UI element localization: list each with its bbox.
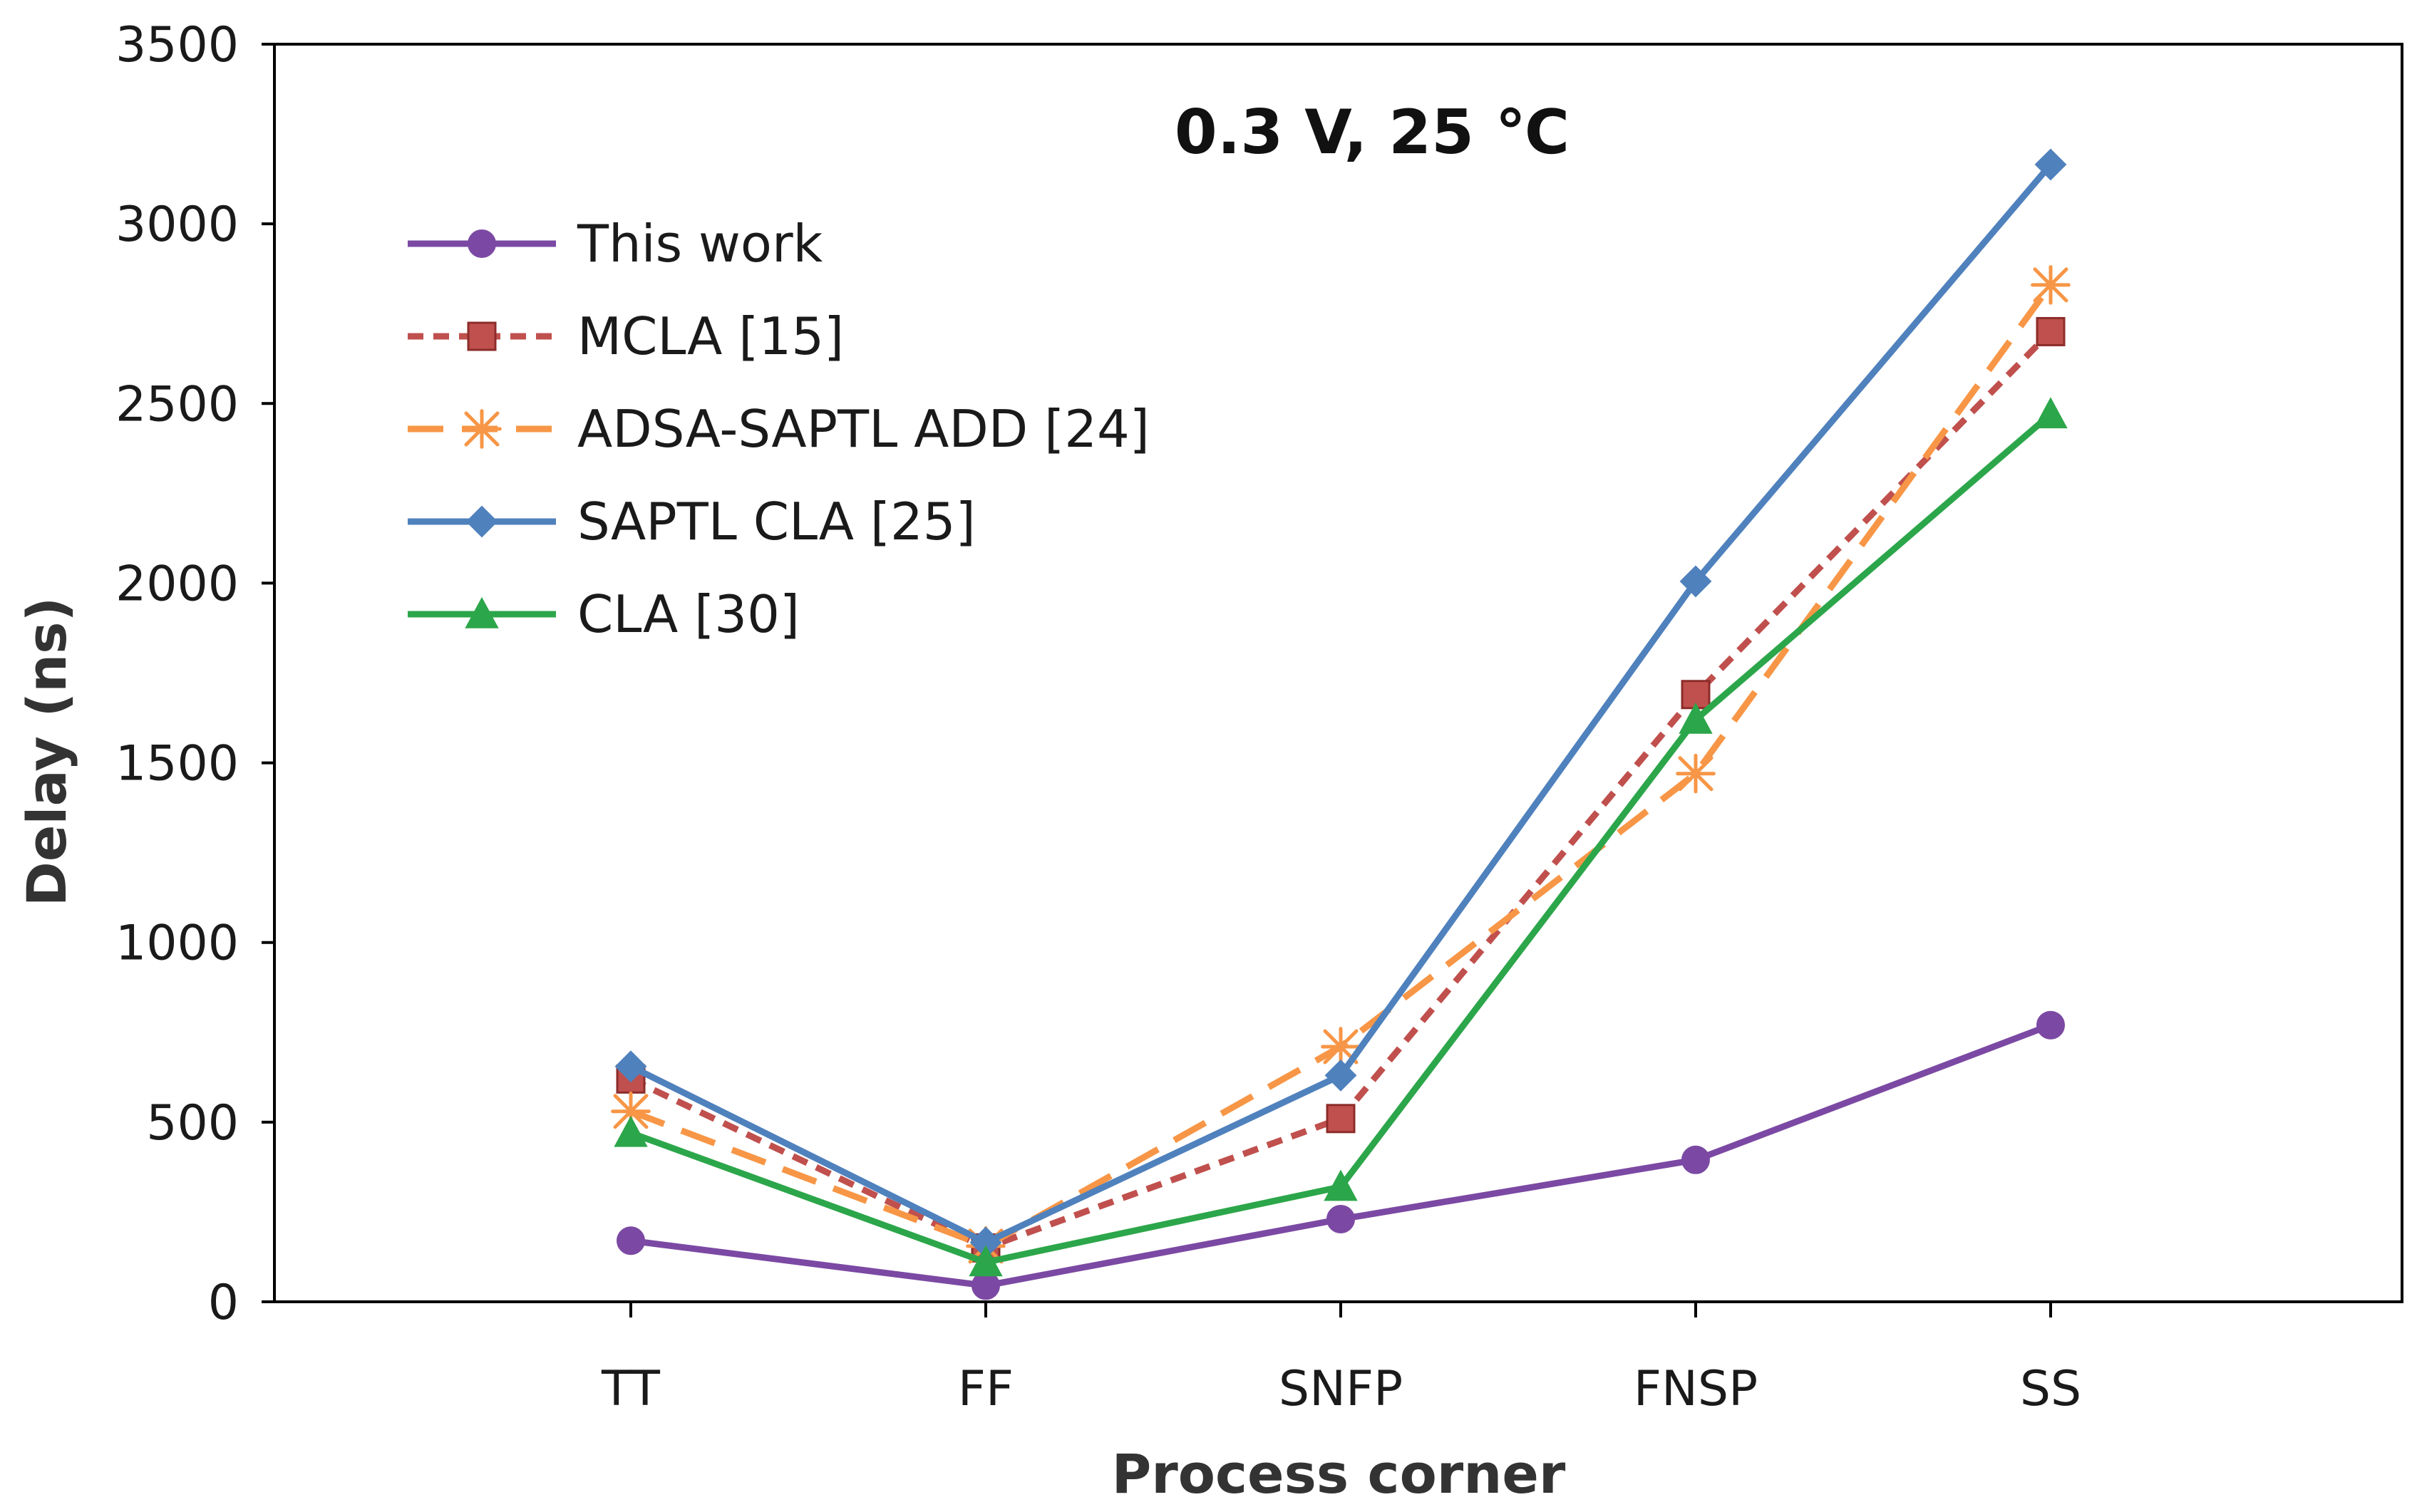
legend-item: CLA [30] <box>408 584 800 644</box>
x-tick-label: SS <box>2020 1361 2081 1417</box>
y-tick-label: 500 <box>146 1095 239 1151</box>
data-point-marker <box>2031 265 2071 305</box>
x-tick-label: FNSP <box>1634 1361 1758 1417</box>
series-this-work <box>617 1010 2065 1300</box>
series-saptl-cla-25 <box>614 148 2067 1259</box>
data-point-marker <box>611 1091 651 1132</box>
series-layer <box>611 148 2071 1300</box>
series-cla-30 <box>614 397 2068 1277</box>
data-point-marker <box>2036 316 2066 346</box>
legend-marker <box>465 596 499 628</box>
legend: This work MCLA [15] ADSA-SAPTL ADD [24] SAP… <box>408 214 1150 644</box>
legend-label: ADSA-SAPTL ADD [24] <box>577 399 1150 459</box>
data-point-marker <box>1326 1104 1356 1134</box>
plot-area-frame <box>273 43 2403 1303</box>
y-tick-label: 2500 <box>115 376 239 433</box>
legend-item: SAPTL CLA [25] <box>408 492 976 552</box>
data-point-marker <box>1679 702 1713 734</box>
y-tick-label: 1500 <box>115 736 239 792</box>
y-axis-ticks: 0 500 1000 1500 2000 2500 3000 3500 <box>115 17 274 1331</box>
x-tick-label: TT <box>601 1361 660 1417</box>
x-axis-title: Process corner <box>1112 1442 1566 1506</box>
legend-marker <box>468 229 496 258</box>
legend-marker <box>462 409 502 449</box>
legend-label: SAPTL CLA [25] <box>577 492 976 552</box>
legend-item: ADSA-SAPTL ADD [24] <box>408 399 1150 459</box>
legend-label: MCLA [15] <box>577 306 844 366</box>
data-point-marker <box>614 1115 648 1147</box>
x-axis-ticks: TT FF SNFP FNSP SS <box>601 1302 2081 1417</box>
data-point-marker <box>1324 1169 1358 1201</box>
y-tick-label: 0 <box>208 1275 239 1331</box>
y-tick-label: 3500 <box>115 17 239 73</box>
data-point-marker <box>969 1245 1003 1277</box>
y-axis-title: Delay (ns) <box>15 597 78 906</box>
data-point-marker <box>2034 397 2068 429</box>
chart-title: 0.3 V, 25 ℃ <box>1175 97 1570 168</box>
y-tick-label: 1000 <box>115 916 239 972</box>
legend-marker <box>465 505 498 538</box>
data-point-marker <box>1681 1145 1710 1174</box>
legend-item: MCLA [15] <box>408 306 844 366</box>
legend-item: This work <box>408 214 823 274</box>
y-tick-label: 3000 <box>115 197 239 253</box>
x-tick-label: FF <box>958 1361 1014 1417</box>
data-point-marker <box>1326 1205 1355 1234</box>
legend-label: CLA [30] <box>577 584 800 644</box>
x-tick-label: SNFP <box>1279 1361 1403 1417</box>
data-point-marker <box>2034 148 2067 181</box>
data-point-marker <box>1679 565 1712 598</box>
legend-marker <box>467 321 497 351</box>
y-tick-label: 2000 <box>115 556 239 612</box>
data-point-marker <box>2036 1010 2065 1040</box>
data-point-marker <box>1324 1059 1357 1092</box>
data-point-marker <box>617 1226 645 1255</box>
data-point-marker <box>1676 753 1716 794</box>
data-point-marker <box>614 1050 647 1083</box>
legend-label: This work <box>577 214 823 274</box>
